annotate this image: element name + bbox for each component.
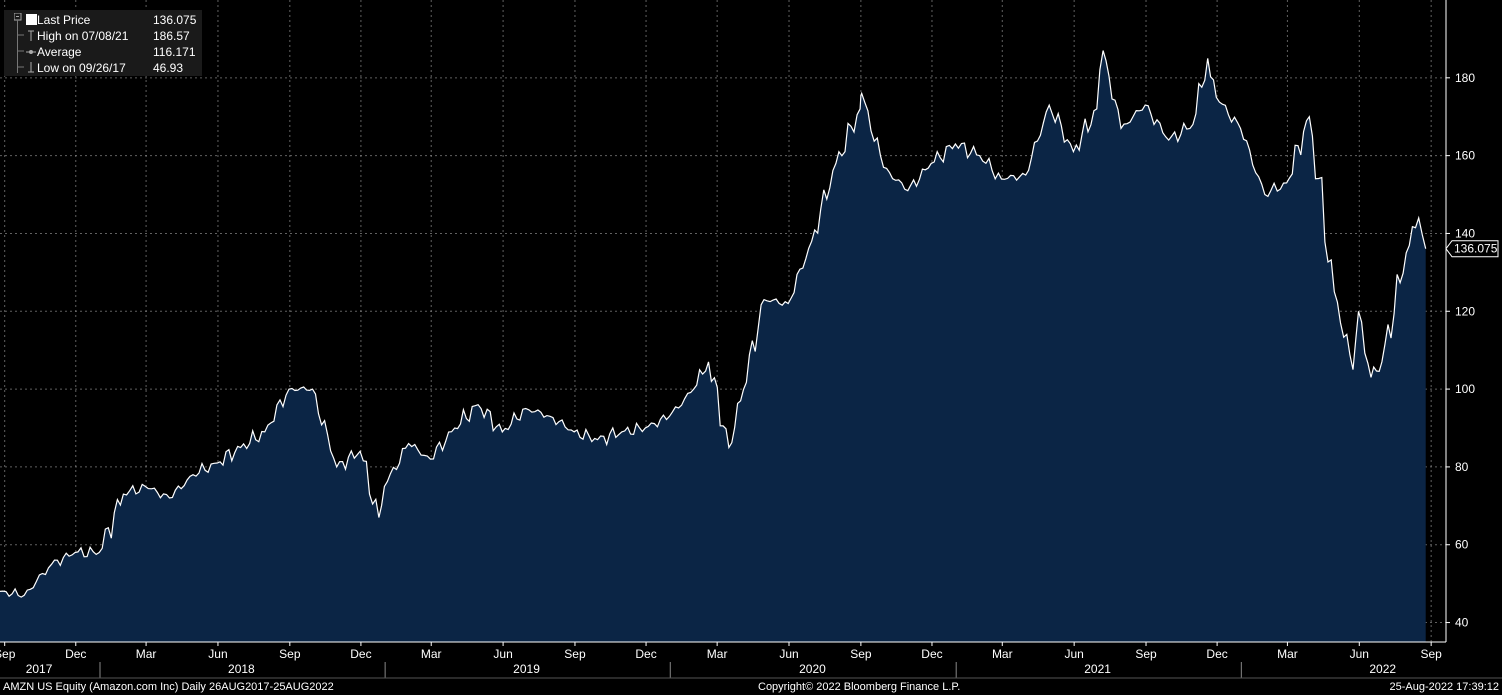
high-marker-icon xyxy=(28,30,34,41)
x-tick-label: Jun xyxy=(493,647,512,661)
x-axis: Sep Dec Mar Jun Sep Dec Mar Jun Sep Dec Mar Jun Sep D… xyxy=(0,641,1502,679)
x-tick-label: Jun xyxy=(1064,647,1083,661)
legend-tree-icon xyxy=(14,13,24,73)
x-tick-label: Dec xyxy=(65,647,86,661)
year-label: 2020 xyxy=(799,662,826,676)
legend: Last Price 136.075 High on 07/08/21 186.… xyxy=(4,10,202,76)
legend-row-average: Average 116.171 xyxy=(4,44,202,60)
footer-copyright: Copyright© 2022 Bloomberg Finance L.P. xyxy=(758,681,961,693)
year-label: 2018 xyxy=(228,662,255,676)
x-tick-label: Jun xyxy=(208,647,227,661)
x-tick-label: Dec xyxy=(350,647,371,661)
low-marker-icon xyxy=(28,62,34,73)
x-tick-label: Jun xyxy=(1350,647,1369,661)
x-tick-label: Dec xyxy=(921,647,942,661)
y-tick-label: 120 xyxy=(1455,304,1475,318)
year-label: 2019 xyxy=(513,662,540,676)
y-tick-label: 60 xyxy=(1455,538,1469,552)
year-label: 2022 xyxy=(1369,662,1396,676)
last-price-swatch-icon xyxy=(26,14,37,25)
footer-timestamp: 25-Aug-2022 17:39:12 xyxy=(1389,681,1499,693)
legend-row-high: High on 07/08/21 186.57 xyxy=(4,28,202,44)
price-line xyxy=(0,50,1427,598)
x-tick-label: Mar xyxy=(992,647,1013,661)
y-tick-label: 80 xyxy=(1455,460,1469,474)
legend-label: Average xyxy=(37,45,82,59)
legend-row-last-price: Last Price 136.075 xyxy=(4,12,202,28)
x-tick-label: Dec xyxy=(1206,647,1227,661)
x-tick-label: Mar xyxy=(1277,647,1298,661)
legend-value: 46.93 xyxy=(153,61,184,75)
legend-row-low: Low on 09/26/17 46.93 xyxy=(4,60,202,76)
year-label: 2017 xyxy=(26,662,53,676)
x-tick-label: Mar xyxy=(136,647,157,661)
x-tick-label: Jun xyxy=(779,647,798,661)
y-axis: 40 60 80 100 120 140 160 180 xyxy=(1445,0,1475,642)
last-price-box xyxy=(1445,240,1499,258)
y-tick-label: 40 xyxy=(1455,616,1469,630)
legend-label: High on 07/08/21 xyxy=(37,29,129,43)
y-tick-label: 180 xyxy=(1455,71,1475,85)
legend-label: Low on 09/26/17 xyxy=(37,61,126,75)
average-marker-icon xyxy=(26,50,36,54)
x-tick-label: Mar xyxy=(707,647,728,661)
x-tick-label: Sep xyxy=(279,647,301,661)
x-tick-label: Sep xyxy=(0,647,16,661)
price-area xyxy=(0,50,1426,643)
last-price-label: 136.075 xyxy=(1454,242,1498,256)
last-price-marker: 136.075 xyxy=(1445,240,1499,258)
legend-value: 116.171 xyxy=(153,45,196,59)
x-tick-label: Mar xyxy=(421,647,442,661)
x-tick-label: Sep xyxy=(1135,647,1157,661)
year-label: 2021 xyxy=(1084,662,1111,676)
footer-security: AMZN US Equity (Amazon.com Inc) Daily 26… xyxy=(3,681,334,693)
y-tick-label: 160 xyxy=(1455,149,1475,163)
y-tick-label: 100 xyxy=(1455,382,1475,396)
legend-label: Last Price xyxy=(37,13,91,27)
x-tick-label: Sep xyxy=(1420,647,1442,661)
x-tick-label: Sep xyxy=(850,647,872,661)
legend-value: 136.075 xyxy=(153,13,197,27)
x-tick-label: Dec xyxy=(635,647,656,661)
x-tick-label: Sep xyxy=(564,647,586,661)
y-tick-label: 140 xyxy=(1455,226,1475,240)
legend-value: 186.57 xyxy=(153,29,190,43)
